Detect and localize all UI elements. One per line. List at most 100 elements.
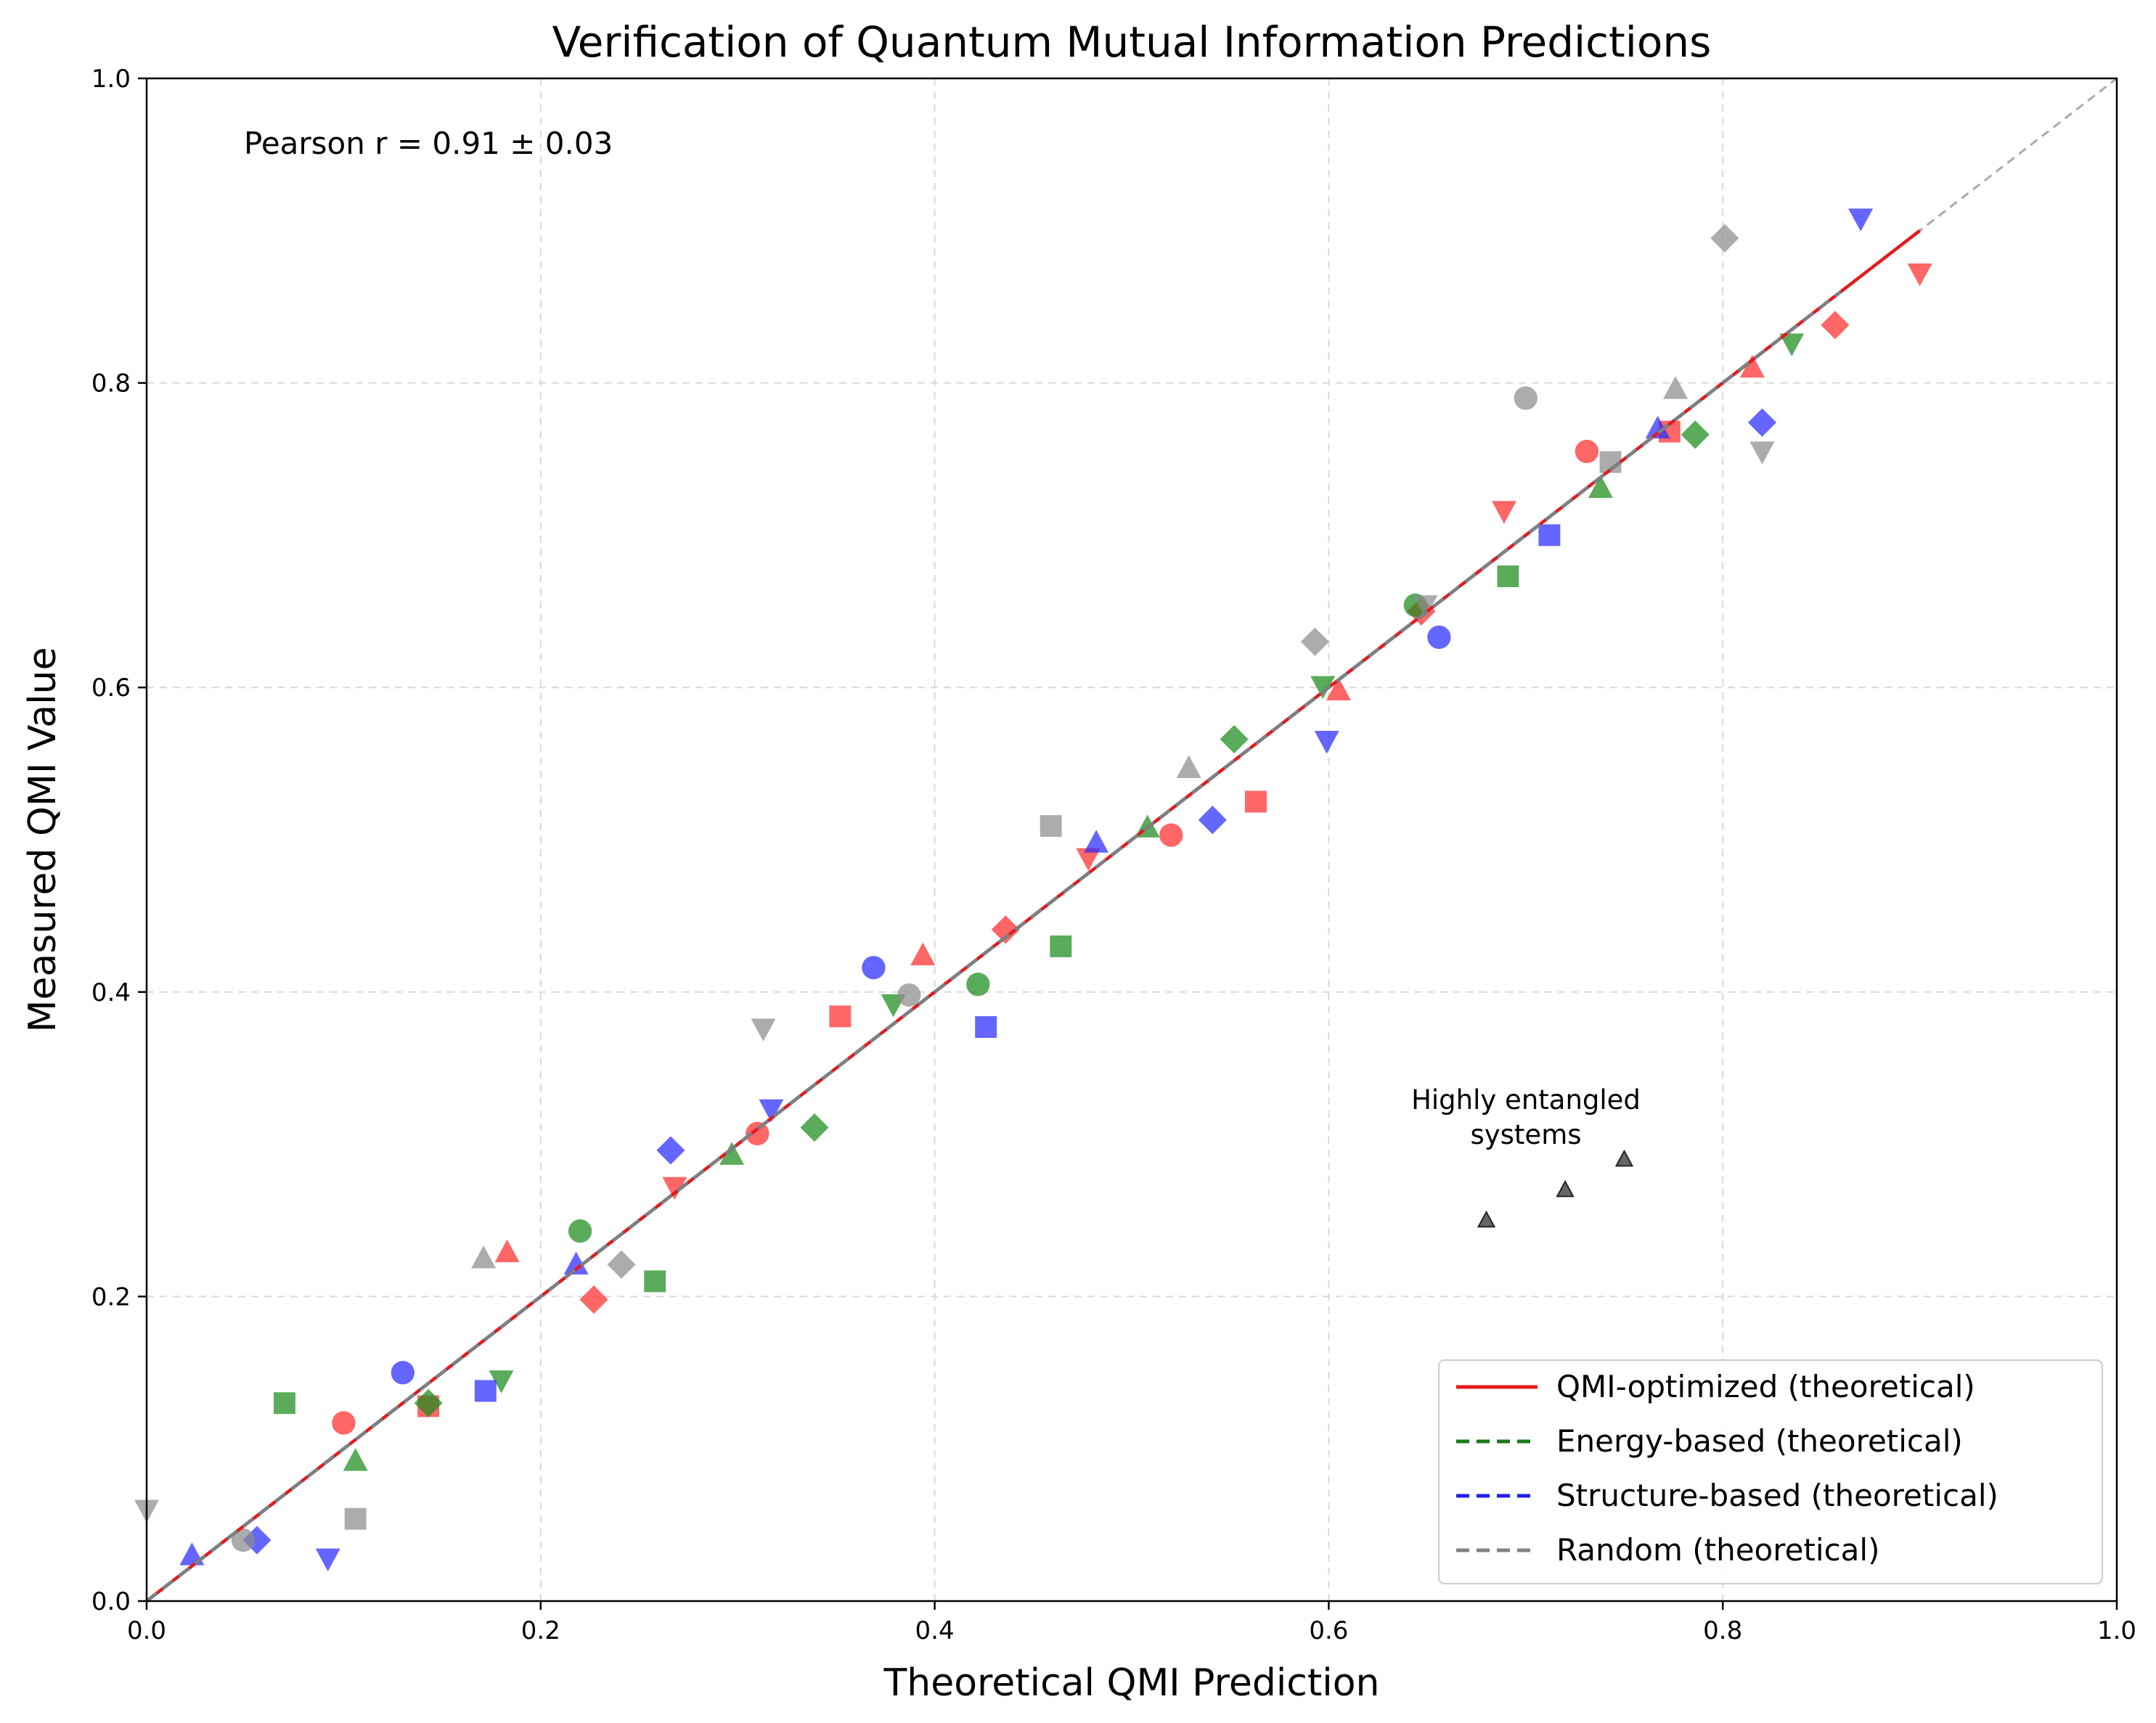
qmi-optimized-point-10	[1159, 823, 1183, 847]
qmi-optimized-point-15	[1575, 439, 1599, 464]
random-point-15	[1749, 441, 1775, 464]
energy-based-point-9	[966, 973, 990, 996]
structure-based-point-5	[563, 1251, 589, 1274]
energy-based-point-12	[1220, 724, 1249, 754]
qmi-optimized-point-3	[579, 1285, 608, 1314]
structure-based-point-15	[1645, 415, 1670, 439]
structure-based-point-17	[1848, 208, 1874, 232]
structure-based-point-13	[1427, 625, 1451, 650]
chart-title: Verification of Quantum Mutual Informati…	[552, 17, 1712, 67]
structure-based-point-6	[656, 1136, 685, 1165]
random-point-7	[1040, 815, 1062, 838]
x-tick-label-0: 0.0	[127, 1616, 166, 1645]
energy-based-point-13	[1310, 676, 1336, 699]
x-tick-label-3: 0.6	[1309, 1616, 1348, 1645]
y-tick-label-2: 0.4	[91, 978, 131, 1007]
legend-label-qmi-optimized: QMI-optimized (theoretical)	[1556, 1369, 1975, 1404]
energy-based-point-10	[1050, 935, 1072, 957]
x-tick-label-2: 0.4	[915, 1616, 955, 1645]
qmi-optimized-point-11	[1245, 790, 1267, 813]
legend-box	[1438, 1359, 2103, 1584]
y-tick-label-1: 0.2	[91, 1282, 131, 1311]
qmi-optimized-point-14	[1491, 501, 1516, 524]
series-energy-based	[274, 333, 1805, 1471]
structure-based-point-16	[1747, 408, 1777, 437]
structure-based-point-11	[1198, 806, 1227, 835]
entangled-marker-0	[1477, 1210, 1496, 1228]
entangled-marker-2	[1614, 1149, 1634, 1167]
qmi-optimized-point-2	[494, 1239, 520, 1263]
pearson-annotation: Pearson r = 0.91 ± 0.03	[244, 126, 613, 161]
x-tick-label-5: 1.0	[2097, 1616, 2136, 1645]
random-point-3	[471, 1245, 497, 1269]
qmi-optimized-point-8	[991, 915, 1020, 944]
axes-frame	[145, 77, 2118, 1603]
random-point-1	[231, 1528, 256, 1552]
random-point-11	[1514, 386, 1538, 410]
structure-based-point-3	[391, 1361, 415, 1385]
qmi-optimized-point-12	[1326, 677, 1351, 700]
energy-based-point-7	[800, 1113, 829, 1142]
random-point-13	[1663, 376, 1689, 399]
structure-based-point-7	[759, 1099, 784, 1123]
structure-based-point-2	[315, 1548, 340, 1572]
energy-based-point-2	[414, 1388, 443, 1417]
y-axis-label: Measured QMI Value	[21, 647, 65, 1033]
qmi-optimized-point-7	[910, 942, 936, 966]
qmi-optimized-point-18	[1821, 311, 1850, 340]
structure-based-point-9	[975, 1016, 997, 1039]
energy-based-point-18	[1779, 333, 1805, 356]
energy-based-point-3	[489, 1370, 514, 1393]
legend-label-structure-based: Structure-based (theoretical)	[1556, 1478, 1998, 1513]
energy-based-point-16	[1588, 475, 1613, 498]
random-point-2	[344, 1507, 367, 1530]
structure-based-point-14	[1538, 524, 1561, 547]
qmi-optimized-point-5	[746, 1121, 769, 1146]
entangled-annotation-line-2: systems	[1470, 1119, 1581, 1150]
structure-based-point-8	[862, 956, 886, 980]
legend-label-random: Random (theoretical)	[1556, 1532, 1879, 1568]
series-random	[134, 224, 1775, 1552]
random-point-8	[1176, 755, 1201, 778]
annotation-markers-group	[1477, 1149, 1634, 1228]
structure-based-point-4	[474, 1380, 497, 1402]
y-tick-label-0: 0.0	[91, 1587, 131, 1616]
qmi-optimized-point-17	[1739, 354, 1765, 378]
qmi-optimized-point-0	[332, 1411, 356, 1435]
x-tick-label-1: 0.2	[521, 1616, 560, 1645]
energy-based-point-5	[644, 1270, 666, 1293]
y-tick-label-5: 1.0	[91, 65, 131, 94]
random-point-10	[1413, 595, 1438, 618]
random-point-4	[607, 1250, 636, 1279]
legend: QMI-optimized (theoretical) Energy-based…	[1438, 1359, 2103, 1584]
qmi-optimized-point-4	[662, 1176, 687, 1200]
structure-based-point-1	[242, 1526, 271, 1555]
energy-based-point-17	[1681, 420, 1710, 449]
random-point-5	[751, 1018, 776, 1042]
ticks-group: 0.0 0.2 0.4 0.6 0.8 1.0 0.0 0.2 0.4 0.6 0.8 1.0	[91, 65, 2136, 1645]
y-tick-label-4: 0.8	[91, 369, 131, 398]
grid	[147, 78, 2117, 1601]
entangled-annotation-line-1: Highly entangled	[1411, 1084, 1641, 1116]
theory-line-random	[145, 290, 1842, 1603]
structure-based-point-10	[1084, 830, 1109, 853]
x-tick-label-4: 0.8	[1703, 1616, 1742, 1645]
x-axis-label: Theoretical QMI Prediction	[883, 1661, 1379, 1705]
qmi-optimized-point-9	[1076, 848, 1101, 872]
qmi-optimized-point-6	[829, 1005, 852, 1028]
y-tick-label-3: 0.6	[91, 674, 131, 703]
random-point-14	[1710, 224, 1739, 253]
energy-based-point-4	[568, 1219, 592, 1243]
random-point-6	[897, 983, 921, 1007]
structure-based-point-12	[1314, 731, 1339, 754]
energy-based-point-0	[274, 1392, 295, 1415]
points-group	[134, 208, 1932, 1572]
entangled-marker-1	[1556, 1179, 1575, 1198]
series-qmi-optimized	[332, 263, 1932, 1435]
energy-based-point-1	[343, 1448, 368, 1471]
energy-based-point-15	[1497, 565, 1519, 588]
qmi-optimized-point-19	[1907, 263, 1932, 287]
energy-based-point-6	[719, 1142, 745, 1165]
random-point-9	[1300, 627, 1329, 656]
